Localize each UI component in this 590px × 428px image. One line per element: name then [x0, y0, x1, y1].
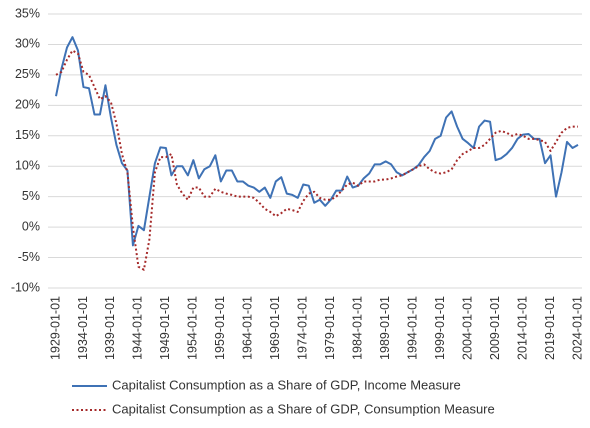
legend: Capitalist Consumption as a Share of GDP… [72, 377, 495, 416]
x-tick-label: 1959-01-01 [213, 296, 227, 360]
x-tick-label: 1999-01-01 [433, 296, 447, 360]
x-tick-label: 1984-01-01 [351, 296, 365, 360]
x-tick-label: 1994-01-01 [405, 296, 419, 360]
y-tick-label: 10% [15, 159, 40, 173]
y-tick-label: -10% [11, 280, 40, 294]
x-tick-label: 2024-01-01 [570, 296, 584, 360]
y-tick-label: 5% [22, 189, 40, 203]
y-tick-label: 25% [15, 67, 40, 81]
legend-label: Capitalist Consumption as a Share of GDP… [112, 377, 461, 392]
x-tick-label: 1979-01-01 [323, 296, 337, 360]
x-tick-label: 1989-01-01 [378, 296, 392, 360]
x-tick-label: 1969-01-01 [268, 296, 282, 360]
x-tick-label: 2014-01-01 [515, 296, 529, 360]
series-line [55, 49, 578, 271]
y-tick-label: 35% [15, 6, 40, 20]
x-tick-label: 1949-01-01 [158, 296, 172, 360]
y-tick-label: 20% [15, 98, 40, 112]
y-tick-label: -5% [18, 250, 40, 264]
x-tick-label: 2004-01-01 [460, 296, 474, 360]
x-tick-label: 1944-01-01 [131, 296, 145, 360]
x-tick-label: 1974-01-01 [296, 296, 310, 360]
x-tick-label: 1939-01-01 [103, 296, 117, 360]
legend-label: Capitalist Consumption as a Share of GDP… [112, 401, 495, 416]
x-tick-label: 1954-01-01 [186, 296, 200, 360]
x-tick-label: 2019-01-01 [543, 296, 557, 360]
y-tick-label: 30% [15, 37, 40, 51]
x-tick-label: 1964-01-01 [241, 296, 255, 360]
x-tick-label: 2009-01-01 [488, 296, 502, 360]
x-tick-label: 1929-01-01 [48, 296, 62, 360]
x-tick-label: 1934-01-01 [76, 296, 90, 360]
series-line [55, 36, 579, 247]
y-tick-label: 0% [22, 219, 40, 233]
y-tick-label: 15% [15, 128, 40, 142]
